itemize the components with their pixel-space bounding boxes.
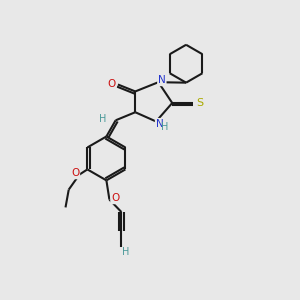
Text: S: S xyxy=(196,98,203,108)
Text: O: O xyxy=(71,168,79,178)
Text: O: O xyxy=(111,194,119,203)
Text: H: H xyxy=(98,114,106,124)
Text: H: H xyxy=(122,247,130,257)
Text: O: O xyxy=(107,79,116,89)
Text: N: N xyxy=(158,75,166,85)
Text: N: N xyxy=(156,119,164,129)
Text: H: H xyxy=(161,122,168,132)
